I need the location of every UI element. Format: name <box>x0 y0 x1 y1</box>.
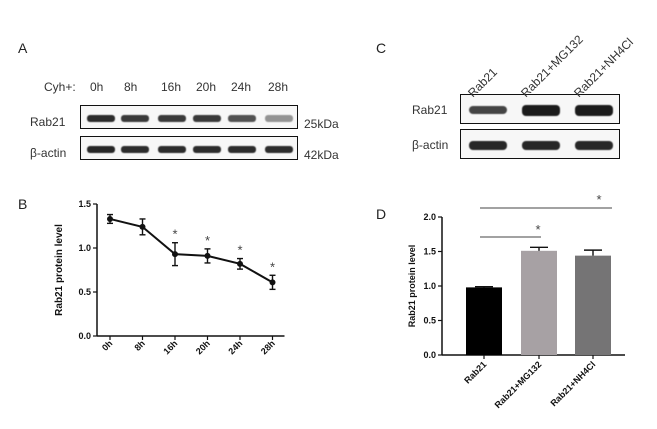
blot-band <box>265 146 293 153</box>
bar-rect <box>575 255 611 355</box>
x-tick-label: 0h <box>100 338 115 353</box>
timepoint-label-20h: 20h <box>196 80 217 94</box>
blot-band <box>158 146 186 153</box>
panel-c-blot-actin <box>460 129 620 159</box>
timepoint-label-8h: 8h <box>124 80 138 94</box>
panel-b-line-chart: 0.0 0.5 1.0 1.5 Rab21 protein level 0h 8h 16h 20… <box>54 199 285 356</box>
blot-band <box>469 106 507 114</box>
y-tick-label: 1.5 <box>423 247 436 257</box>
y-tick-label: 1.5 <box>78 199 91 209</box>
timepoint-label-24h: 24h <box>231 80 252 94</box>
significance-mark: * <box>237 243 242 258</box>
data-point-marker <box>107 215 113 222</box>
data-point-marker <box>139 223 146 230</box>
blot-band <box>469 140 507 150</box>
data-point-16h: * <box>172 227 178 267</box>
x-tick-label: Rab21+NH4Cl <box>548 359 597 408</box>
blot-band <box>87 146 115 153</box>
blot-band <box>575 140 613 150</box>
panel-c-row-label-rab21: Rab21 <box>412 103 448 117</box>
x-tick-label: 20h <box>194 338 212 356</box>
x-tick-label: 24h <box>226 338 244 356</box>
panel-a-blot-actin <box>80 136 298 160</box>
x-tick-label: 8h <box>132 338 147 353</box>
significance-mark: * <box>205 233 210 248</box>
panel-c-letter: C <box>376 40 387 56</box>
panel-b-axes: 0.0 0.5 1.0 1.5 Rab21 protein level 0h 8h 16h 20… <box>54 199 285 356</box>
data-point-marker <box>172 251 178 258</box>
bar-rect <box>521 250 557 355</box>
significance-mark: * <box>535 222 540 237</box>
bar-rect <box>466 287 502 355</box>
panel-c-blot-rab21 <box>460 94 620 124</box>
data-point-0h <box>107 213 113 225</box>
timepoint-label-16h: 16h <box>161 80 182 94</box>
blot-band <box>121 146 149 153</box>
blot-band <box>193 146 221 153</box>
blot-band <box>228 115 256 122</box>
blot-band <box>522 140 560 150</box>
x-tick-label: 28h <box>259 338 277 356</box>
panel-b-letter: B <box>18 196 28 212</box>
y-axis-label: Rab21 protein level <box>54 224 65 316</box>
y-tick-label: 1.0 <box>78 243 91 253</box>
y-tick-label: 0.5 <box>423 316 436 326</box>
blot-band <box>265 115 293 122</box>
blot-band <box>121 115 149 122</box>
blot-band <box>158 115 186 122</box>
series-line <box>109 217 273 284</box>
y-tick-label: 1.0 <box>423 281 436 291</box>
y-tick-label: 0.0 <box>423 350 436 360</box>
y-tick-label: 2.0 <box>423 212 436 222</box>
panel-a-row-label-rab21: Rab21 <box>30 115 66 129</box>
significance-mark: * <box>270 259 275 274</box>
panel-a-letter: A <box>18 40 28 56</box>
x-tick-label: Rab21 <box>462 359 488 385</box>
panel-a-row-label-actin: β-actin <box>30 146 67 160</box>
panel-a-kda-rab21: 25kDa <box>304 117 339 131</box>
timepoint-label-0h: 0h <box>90 80 104 94</box>
bar-Rab21 <box>466 285 502 355</box>
panel-c-row-label-actin: β-actin <box>412 138 449 152</box>
panel-d-letter: D <box>376 206 387 222</box>
y-axis-label: Rab21 protein level <box>407 245 417 328</box>
blot-band <box>193 115 221 122</box>
y-tick-label: 0.5 <box>78 287 91 297</box>
blot-band <box>575 104 613 116</box>
data-point-28h: * <box>269 259 276 291</box>
data-point-24h: * <box>237 243 243 270</box>
data-point-8h <box>139 218 146 236</box>
blot-band <box>228 146 256 153</box>
y-tick-label: 0.0 <box>78 331 91 341</box>
cyh-header-label: Cyh+: <box>44 80 76 94</box>
data-point-20h: * <box>204 233 211 264</box>
significance-mark: * <box>172 227 177 242</box>
data-point-marker <box>237 260 243 267</box>
blot-band <box>522 104 560 116</box>
bar-Rab21+NH4Cl <box>575 249 611 355</box>
significance-mark: * <box>596 192 601 207</box>
panel-a-blot-rab21 <box>80 105 298 129</box>
x-tick-label: 16h <box>161 338 179 356</box>
bar-Rab21+MG132 <box>521 246 557 355</box>
panel-a-kda-actin: 42kDa <box>304 148 339 162</box>
x-tick-label: Rab21+MG132 <box>493 359 544 410</box>
data-point-marker <box>269 279 276 286</box>
data-point-marker <box>204 252 211 259</box>
timepoint-label-28h: 28h <box>268 80 289 94</box>
blot-band <box>87 115 115 122</box>
